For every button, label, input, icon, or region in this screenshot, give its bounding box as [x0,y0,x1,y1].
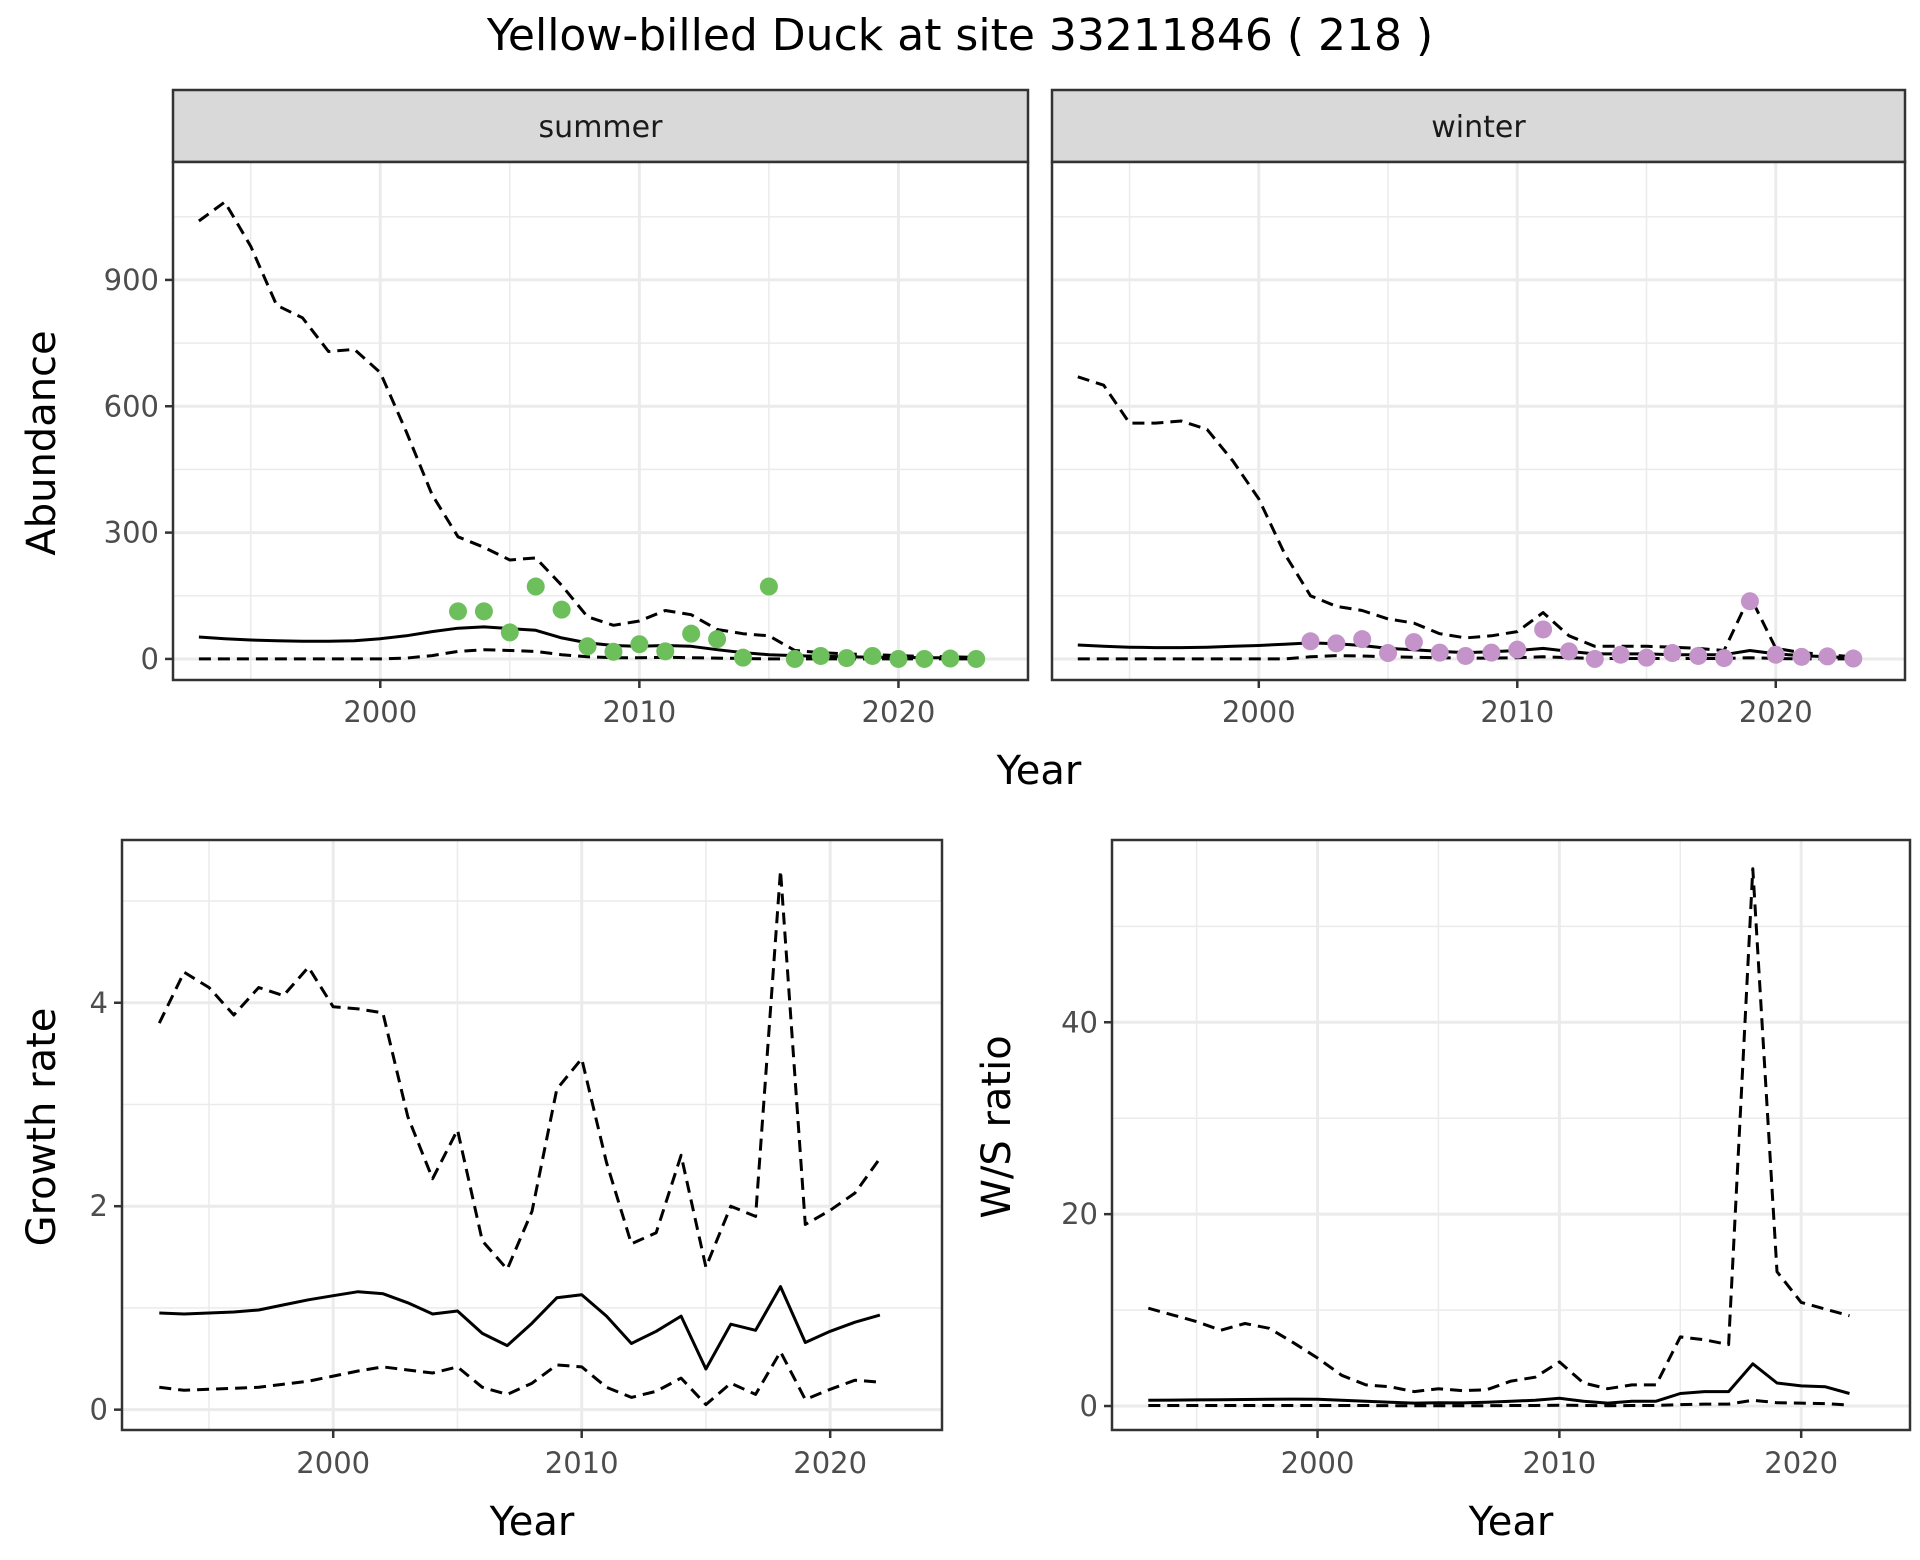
growth-series-mean-line [159,1285,881,1371]
winter-x-tick-label: 2010 [1480,695,1554,729]
winter-data-point [1404,633,1423,652]
ws-x-tick-label: 2020 [1764,1446,1838,1480]
winter-data-point [1430,643,1449,662]
summer-data-point [785,649,804,668]
growth-x-tick-label: 2010 [545,1446,619,1480]
winter-data-point [1818,647,1837,666]
summer-data-point [941,649,960,668]
winter-data-point [1689,646,1708,665]
strip-label-winter: winter [1431,110,1526,145]
ws-series-mean-line [1148,1362,1850,1405]
winter-data-point [1534,620,1553,639]
growth-plot-area [122,840,942,1430]
strip-label-summer: summer [539,110,664,145]
summer-x-tick-label: 2020 [862,695,936,729]
ws-x-tick-label: 2010 [1522,1446,1596,1480]
growth-x-tick-label: 2000 [296,1446,370,1480]
ws-y-tick-label: 40 [1061,1005,1098,1039]
summer-x-tick-label: 2010 [602,695,676,729]
summer-data-point [578,637,597,656]
strip-summer [171,88,1030,164]
summer-y-tick-label: 600 [104,389,159,423]
abundance-x-axis-title: Year [996,748,1082,794]
winter-data-point [1353,630,1372,649]
summer-data-point [915,649,934,668]
panel-summer-abundance: summer 2000 2010 2020 0 300 600 900 [104,88,1030,729]
growth-series-lower-line [159,1350,881,1407]
summer-data-point [734,648,752,667]
ws-y-tick-label: 20 [1061,1197,1098,1231]
summer-data-point [811,646,830,665]
summer-data-point [708,630,727,649]
growth-panel-border [120,838,944,1432]
winter-x-tick-label: 2020 [1739,695,1813,729]
growth-y-tick-label: 4 [90,986,108,1020]
summer-data-point [630,635,649,654]
summer-y-tick-label: 900 [104,263,159,297]
summer-data-point [500,623,519,642]
ws-y-axis-title: W/S ratio [974,1035,1020,1218]
summer-data-point [967,649,986,668]
summer-data-point [863,646,882,665]
summer-x-tick-label: 2000 [343,695,417,729]
winter-data-point [1456,646,1475,665]
summer-data-point [552,600,571,619]
summer-data-point [604,642,623,661]
winter-data-point [1482,643,1501,662]
winter-data-point [1611,645,1630,664]
summer-data-point [889,649,908,668]
growth-x-tick-label: 2020 [793,1446,867,1480]
panel-winter-abundance: winter 2000 2010 2020 [1050,88,1907,729]
winter-data-point [1327,634,1346,653]
ws-panel-border [1110,838,1912,1432]
winter-data-point [1301,632,1320,651]
figure-title: Yellow-billed Duck at site 33211846 ( 21… [486,10,1433,61]
ws-series-lower-line [1148,1398,1850,1408]
winter-data-point [1740,592,1759,611]
summer-data-point [837,649,856,668]
growth-y-tick-label: 2 [90,1189,108,1223]
winter-panel-border [1050,160,1907,682]
ws-x-tick-label: 2000 [1281,1446,1355,1480]
growth-y-axis-title: Growth rate [19,1008,65,1247]
summer-y-tick-label: 300 [104,516,159,550]
ws-series-upper-line [1147,867,1850,1394]
panel-ws-ratio: 2000 2010 2020 0 20 40 [1061,838,1912,1480]
summer-data-point [526,577,545,596]
summer-data-point [656,642,675,661]
winter-data-point [1637,648,1656,667]
winter-data-point [1508,640,1527,659]
summer-data-point [474,602,493,621]
strip-winter [1050,88,1907,164]
winter-data-point [1559,642,1578,661]
winter-x-tick-label: 2000 [1222,695,1296,729]
summer-data-point [449,602,467,621]
winter-data-point [1585,649,1604,668]
growth-x-axis-title: Year [489,1499,575,1545]
summer-panel-border [171,160,1030,682]
ws-plot-area [1112,840,1910,1430]
summer-data-point [759,577,778,596]
winter-data-point [1766,645,1785,664]
summer-y-tick-label: 0 [141,642,159,676]
ws-x-axis-title: Year [1468,1499,1554,1545]
winter-data-point [1379,644,1398,663]
growth-y-tick-label: 0 [90,1393,108,1427]
winter-plot-area [1052,162,1905,680]
winter-data-point [1663,644,1682,663]
growth-series-upper-line [157,869,882,1271]
summer-data-point [682,624,701,643]
abundance-y-axis-title: Abundance [19,330,65,555]
winter-data-point [1792,647,1811,666]
panel-growth-rate: 2000 2010 2020 0 2 4 [90,838,944,1480]
summer-plot-area [173,162,1028,680]
winter-data-point [1844,649,1863,668]
ws-y-tick-label: 0 [1080,1389,1098,1423]
winter-data-point [1715,649,1734,668]
